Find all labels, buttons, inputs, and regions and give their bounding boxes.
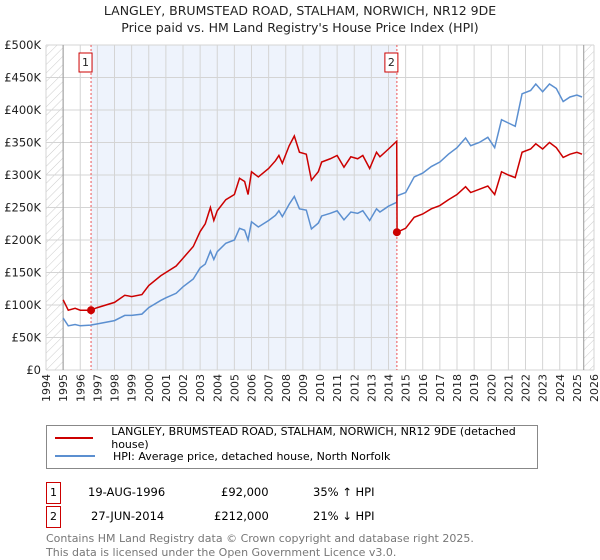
footer-licence: This data is licensed under the Open Gov… [46,546,397,559]
x-tick-label: 2014 [383,374,396,402]
x-tick-label: 1995 [57,374,70,402]
y-tick-label: £450K [4,71,41,85]
sale-label-box [384,52,399,73]
footer-copyright: Contains HM Land Registry data © Crown c… [46,532,474,545]
y-tick-label: £150K [4,266,41,280]
hpi-diff: 35% ↑ HPI [313,485,375,499]
legend-label: HPI: Average price, detached house, Nort… [113,449,391,463]
legend-swatch-blue [55,455,95,457]
sale-point [392,228,401,237]
x-tick-label: 2002 [177,374,190,402]
x-tick-label: 1996 [74,374,87,402]
x-tick-label: 2010 [314,374,327,402]
legend-label: LANGLEY, BRUMSTEAD ROAD, STALHAM, NORWIC… [111,425,516,451]
x-tick-label: 2018 [451,374,464,402]
legend-swatch-red [55,437,94,439]
x-tick-label: 2001 [160,374,173,402]
y-tick-label: £250K [4,201,41,215]
sale-label: 1 [82,56,89,69]
x-tick-label: 2019 [468,374,481,402]
property-price-line [62,134,583,312]
chart-subtitle: Price paid vs. HM Land Registry's House … [121,20,479,35]
y-tick-label: £50K [12,331,42,345]
sale-price: £92,000 [221,485,269,499]
x-tick-label: 2013 [365,374,378,402]
y-tick-label: £350K [4,136,41,150]
hpi-line [62,82,583,327]
x-tick-label: 2024 [554,374,567,402]
x-tick-label: 2017 [434,374,447,402]
x-tick-label: 2011 [331,374,344,402]
y-tick-label: £100K [4,298,41,312]
x-tick-label: 2023 [537,374,550,402]
y-tick-label: £300K [4,168,41,182]
hpi-diff: 21% ↓ HPI [313,509,375,523]
legend: LANGLEY, BRUMSTEAD ROAD, STALHAM, NORWIC… [46,425,538,469]
x-tick-label: 2006 [246,374,259,402]
x-tick-label: 2021 [502,374,515,402]
legend-item-property: LANGLEY, BRUMSTEAD ROAD, STALHAM, NORWIC… [55,425,537,451]
y-tick-label: £500K [4,38,41,52]
sale-label-box [78,52,93,73]
x-tick-label: 1998 [109,374,122,402]
marker-badge: 2 [46,506,61,528]
x-tick-label: 2022 [520,374,533,402]
y-tick-label: £200K [4,233,41,247]
x-tick-label: 1997 [91,374,104,402]
y-tick-label: £400K [4,103,41,117]
x-tick-label: 2026 [588,374,600,402]
x-tick-label: 2025 [571,374,584,402]
sale-label: 2 [388,56,395,69]
x-tick-label: 2008 [280,374,293,402]
sale-price: £212,000 [214,509,269,523]
sale-date: 19-AUG-1996 [88,485,166,499]
x-tick-label: 1999 [126,374,139,402]
x-tick-label: 2020 [485,374,498,402]
marker-badge: 1 [46,482,61,504]
chart-title: LANGLEY, BRUMSTEAD ROAD, STALHAM, NORWIC… [103,3,497,18]
sale-date: 27-JUN-2014 [91,509,165,523]
x-tick-label: 2015 [400,374,413,402]
x-tick-label: 2000 [143,374,156,402]
legend-item-hpi: HPI: Average price, detached house, Nort… [55,447,390,465]
x-tick-label: 2012 [348,374,361,402]
y-tick-label: £0 [26,363,41,377]
price-chart: 1994 1995 1996 1997 1998 1999 2000 2001 2002 2003… [4,38,600,402]
x-tick-label: 2005 [228,374,241,402]
sale-point [87,306,96,315]
x-tick-label: 2003 [194,374,207,402]
x-tick-label: 2009 [297,374,310,402]
x-tick-label: 2016 [417,374,430,402]
x-tick-label: 2004 [211,374,224,402]
x-tick-label: 1994 [40,374,53,402]
x-tick-label: 2007 [263,374,276,402]
